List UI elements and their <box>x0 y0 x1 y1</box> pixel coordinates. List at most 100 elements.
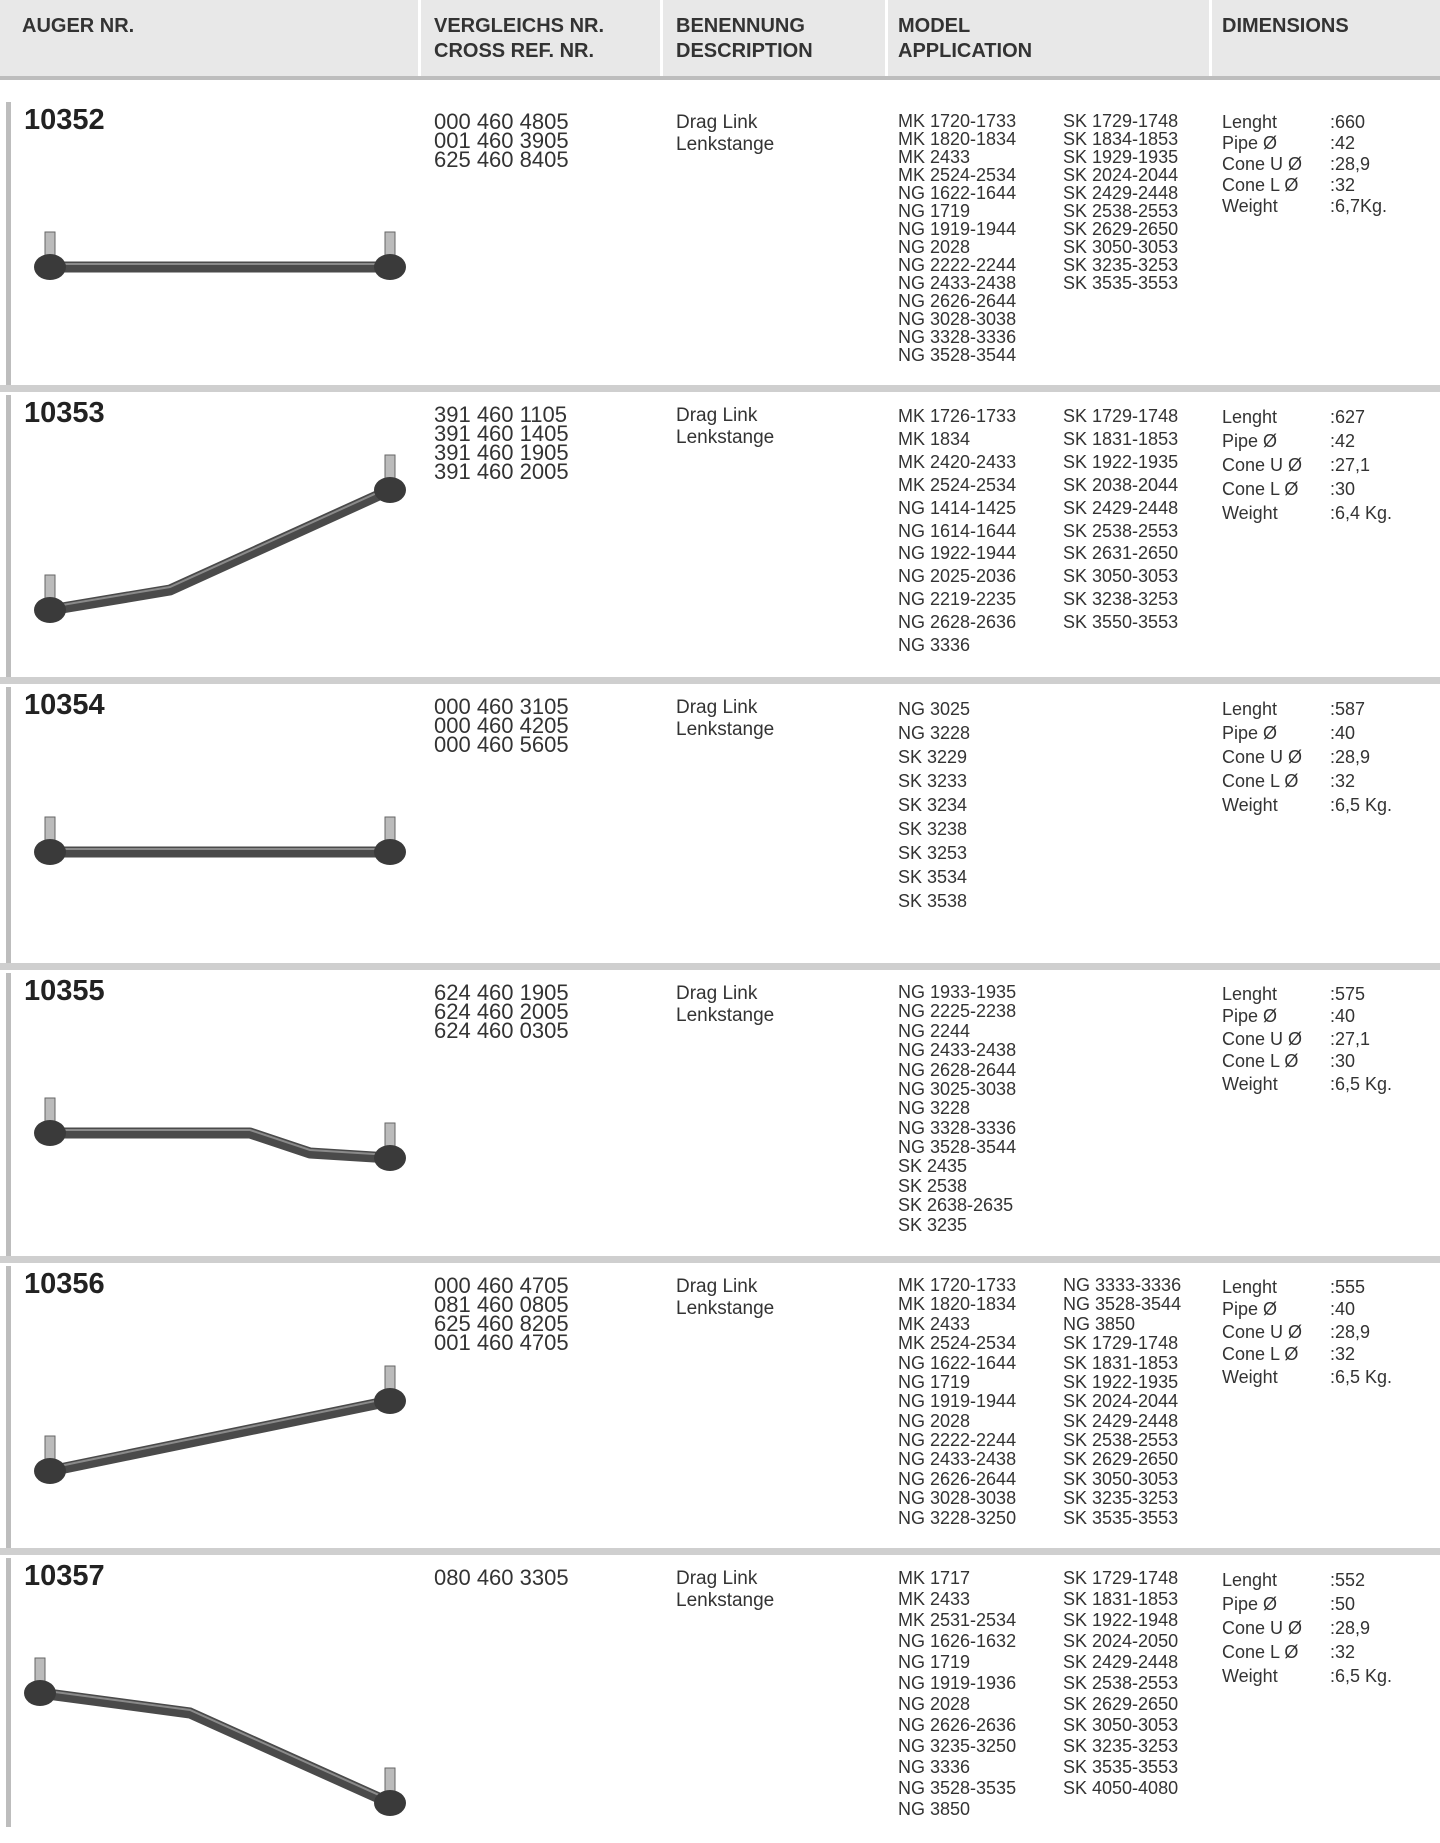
model: SK 1834-1853 <box>1063 129 1179 149</box>
description: Lenkstange <box>676 1590 775 1611</box>
cross-ref: 391 460 1905 <box>434 440 569 465</box>
model: SK 1729-1748 <box>1063 111 1179 131</box>
rod <box>50 1129 391 1156</box>
header-separator <box>885 0 888 76</box>
model: SK 1922-1948 <box>1063 1610 1179 1630</box>
model: NG 2225-2238 <box>898 1001 1017 1022</box>
model: NG 3228 <box>898 723 971 743</box>
model: MK 2524-2534 <box>898 474 1017 495</box>
model: NG 3028-3038 <box>898 309 1017 329</box>
ball-joint <box>34 1458 66 1484</box>
dimension-value: :30 <box>1330 479 1356 499</box>
dimension-value: :40 <box>1330 1006 1356 1027</box>
model: SK 3535-3553 <box>1063 1507 1179 1528</box>
model: NG 3850 <box>898 1799 971 1819</box>
row-separator <box>0 1256 1440 1263</box>
ball-joint <box>374 254 406 280</box>
model: SK 3535-3553 <box>1063 273 1179 293</box>
dimension-label: Pipe Ø <box>1222 1006 1278 1027</box>
dimension-label: Weight <box>1222 1666 1278 1686</box>
description: Drag Link <box>676 1276 758 1297</box>
row-left-bar <box>6 395 11 677</box>
model: NG 2219-2235 <box>898 589 1017 610</box>
model: SK 3238-3253 <box>1063 589 1179 610</box>
model: SK 2024-2044 <box>1063 165 1179 185</box>
cross-ref: 081 460 0805 <box>434 1292 569 1317</box>
model: SK 3235-3253 <box>1063 255 1179 275</box>
dimension-label: Lenght <box>1222 112 1278 132</box>
model: NG 3025 <box>898 699 971 719</box>
dimension-value: :40 <box>1330 723 1356 743</box>
dimension-label: Cone U Ø <box>1222 1618 1303 1638</box>
model: MK 1720-1733 <box>898 111 1017 131</box>
model: NG 1933-1935 <box>898 982 1017 1002</box>
model: SK 3538 <box>898 891 968 911</box>
dimension-value: :28,9 <box>1330 747 1371 767</box>
dimension-value: :28,9 <box>1330 1618 1371 1638</box>
dimension-value: :42 <box>1330 431 1356 451</box>
dimension-value: :42 <box>1330 133 1356 153</box>
table-header <box>0 0 1440 80</box>
model: SK 1831-1853 <box>1063 1589 1179 1609</box>
dimension-label: Cone U Ø <box>1222 1028 1303 1049</box>
dimension-label: Cone U Ø <box>1222 455 1303 475</box>
model: SK 2538-2553 <box>1063 520 1179 541</box>
model: NG 3328-3336 <box>898 327 1017 347</box>
row-separator <box>0 677 1440 684</box>
dimension-label: Lenght <box>1222 407 1278 427</box>
cross-ref: 000 460 4805 <box>434 109 569 134</box>
dimension-value: :27,1 <box>1330 455 1371 475</box>
description: Drag Link <box>676 697 758 718</box>
model: SK 2538-2553 <box>1063 1430 1179 1451</box>
model: SK 1831-1853 <box>1063 428 1179 449</box>
model: NG 1919-1944 <box>898 219 1017 239</box>
row-separator <box>0 385 1440 392</box>
cross-ref: 624 460 2005 <box>434 999 569 1024</box>
part-number: 10357 <box>24 1560 105 1592</box>
dimension-value: :28,9 <box>1330 1321 1371 1342</box>
dimension-value: :50 <box>1330 1594 1356 1614</box>
dimension-label: Pipe Ø <box>1222 723 1278 743</box>
dimension-value: :30 <box>1330 1051 1356 1072</box>
model: MK 2531-2534 <box>898 1610 1017 1630</box>
dimension-label: Lenght <box>1222 1277 1278 1297</box>
dimension-value: :6,5 Kg. <box>1330 1366 1393 1387</box>
dimension-label: Weight <box>1222 1366 1278 1387</box>
model: NG 2433-2438 <box>898 1040 1017 1061</box>
part-image <box>24 1657 406 1816</box>
part-number: 10352 <box>24 104 105 136</box>
dimension-value: :32 <box>1330 771 1356 791</box>
description: Drag Link <box>676 1568 758 1589</box>
model: SK 2631-2650 <box>1063 543 1179 564</box>
ball-joint <box>374 839 406 865</box>
model: SK 1929-1935 <box>1063 147 1179 167</box>
cross-ref: 624 460 1905 <box>434 980 569 1005</box>
row-left-bar <box>6 1266 11 1548</box>
model: NG 3336 <box>898 1757 971 1777</box>
ball-joint <box>374 477 406 503</box>
header-separator <box>1209 0 1212 76</box>
description: Lenkstange <box>676 427 775 448</box>
model: NG 1719 <box>898 1652 971 1672</box>
header-separator <box>418 0 421 76</box>
model: SK 2538-2553 <box>1063 1673 1179 1693</box>
model: SK 3234 <box>898 795 968 815</box>
part-image <box>34 231 406 280</box>
model: NG 3528-3544 <box>898 1137 1017 1158</box>
row-left-bar <box>6 102 11 385</box>
model: NG 3850 <box>1063 1313 1136 1334</box>
model: NG 1922-1944 <box>898 543 1017 564</box>
model: NG 3025-3038 <box>898 1078 1017 1099</box>
model: NG 2222-2244 <box>898 255 1017 275</box>
model: NG 2244 <box>898 1020 971 1041</box>
dimension-value: :555 <box>1330 1277 1366 1297</box>
model: NG 1919-1944 <box>898 1391 1017 1412</box>
model: SK 3050-3053 <box>1063 566 1179 587</box>
part-number: 10355 <box>24 975 105 1007</box>
model: SK 2629-2650 <box>1063 1694 1179 1714</box>
model: SK 2629-2650 <box>1063 219 1179 239</box>
model: MK 1720-1733 <box>898 1275 1017 1295</box>
model: NG 2222-2244 <box>898 1430 1017 1451</box>
model: SK 2024-2044 <box>1063 1391 1179 1412</box>
model: MK 2524-2534 <box>898 165 1017 185</box>
